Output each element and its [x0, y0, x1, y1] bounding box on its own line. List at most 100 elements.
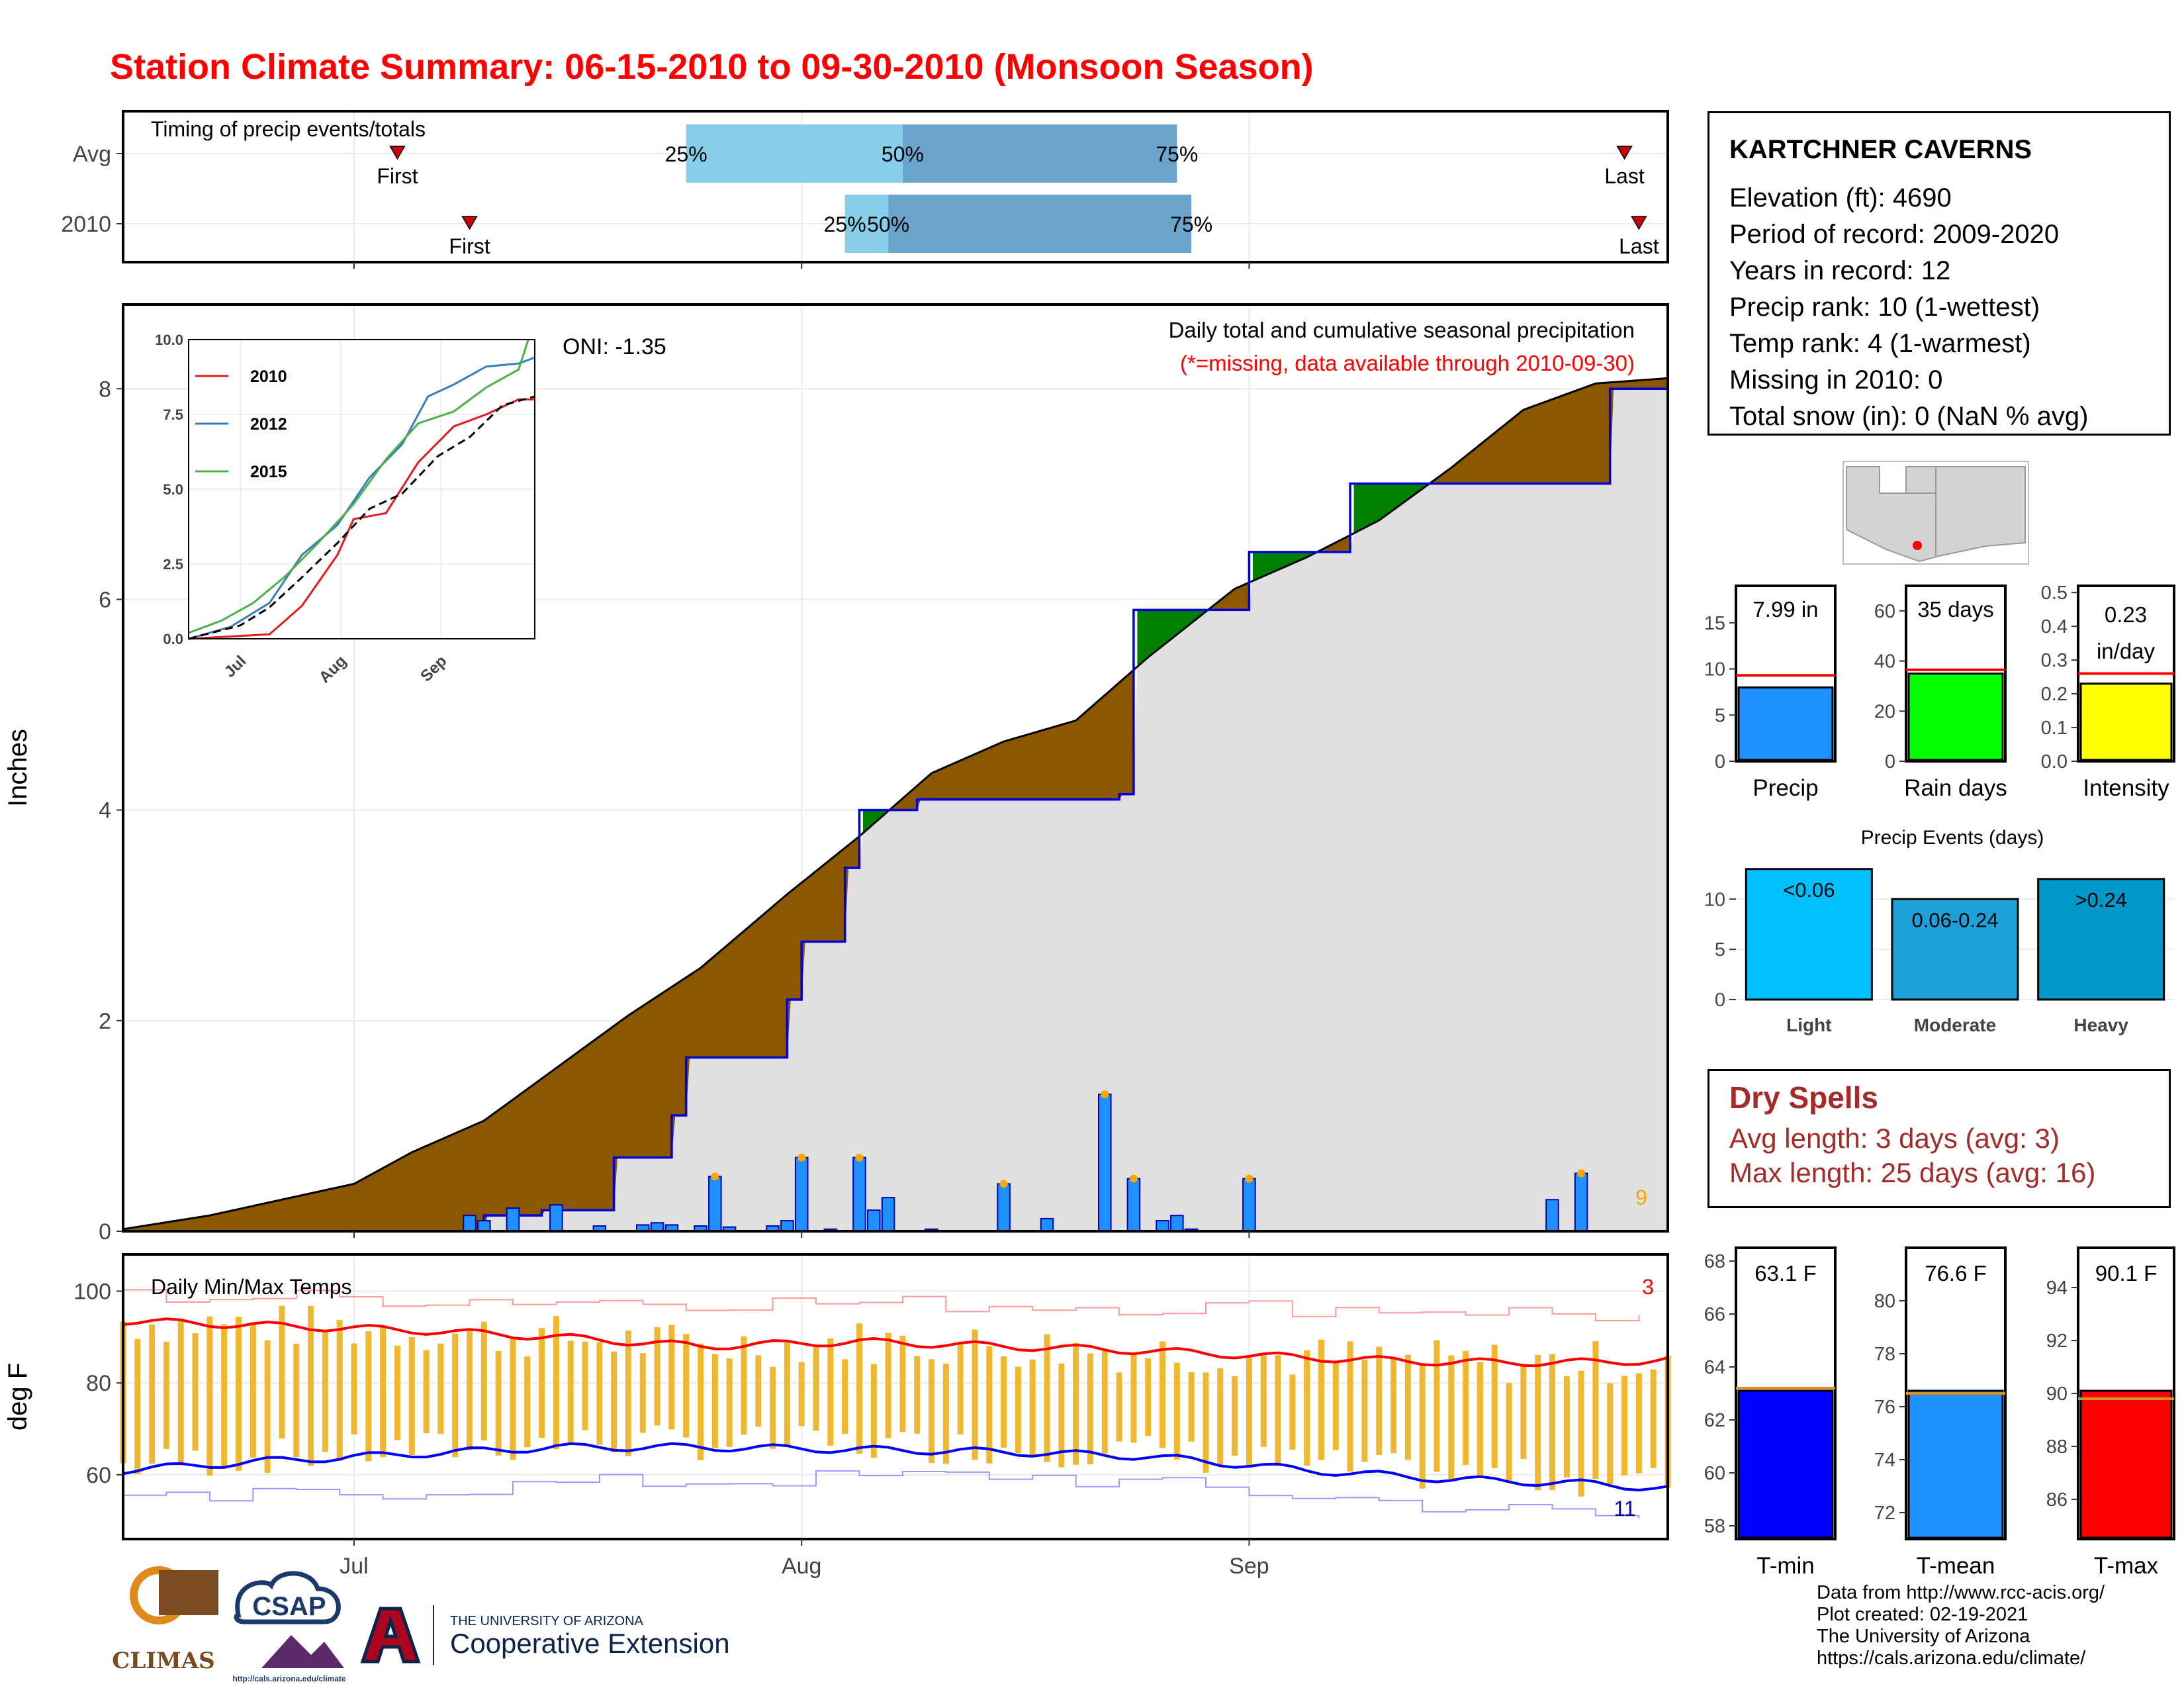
temp-daily-range-bar: [394, 1345, 400, 1440]
temp-daily-range-bar: [784, 1339, 790, 1446]
daily-precip-bar: [1170, 1215, 1184, 1232]
temp-daily-range-bar: [1404, 1354, 1411, 1460]
temp-daily-range-bar: [1145, 1358, 1152, 1436]
footer-plot-created: Plot created: 02-19-2021: [1817, 1604, 2028, 1625]
tmin-summary-ytick-label: 62: [1704, 1410, 1725, 1431]
temp-daily-range-bar: [1621, 1376, 1628, 1476]
map-station-marker: [1913, 541, 1922, 550]
temp-daily-range-bar: [1578, 1370, 1584, 1497]
temp-daily-range-bar: [1289, 1374, 1296, 1450]
raindays-summary-ytick-label: 40: [1874, 651, 1895, 673]
temp-daily-range-bar: [1491, 1344, 1498, 1468]
inset-ytick-label: 5.0: [163, 481, 183, 498]
tmin-summary-ytick-label: 60: [1704, 1463, 1725, 1484]
intensity-summary-panel: 0.0 0.1 0.2 0.3 0.4 0.5 Intensity 0.23 in/day: [2041, 583, 2175, 801]
csap-cloud-icon: [234, 1571, 341, 1624]
temp-daily-range-bar: [1203, 1372, 1209, 1473]
timing-bar-25-50: [686, 124, 903, 183]
station-period: Period of record: 2009-2020: [1729, 220, 2060, 249]
temp-daily-range-bar: [553, 1316, 559, 1450]
daily-record-marker: [855, 1153, 864, 1162]
temp-daily-range-bar: [1217, 1368, 1224, 1466]
temp-daily-range-bar: [870, 1364, 877, 1458]
dry-spells-title: Dry Spells: [1729, 1080, 1878, 1115]
daily-precip-bar: [477, 1220, 491, 1233]
intensity-summary-ytick-label: 0.5: [2041, 583, 2068, 604]
precip-events-bar-label: <0.06: [1783, 878, 1835, 902]
daily-precip-bar: [1574, 1172, 1588, 1232]
temp-ylabel: deg F: [3, 1363, 32, 1430]
temp-daily-range-bar: [770, 1366, 776, 1449]
precip-summary-ytick-label: 5: [1715, 705, 1725, 726]
temp-record-line: [123, 1289, 1640, 1321]
inset-series-line: [188, 395, 535, 640]
temp-daily-range-bar: [1463, 1350, 1469, 1465]
cumulative-2010-line: [123, 387, 1668, 1233]
tmin-summary-xlabel: T-min: [1756, 1553, 1815, 1579]
timing-q50-label: 50%: [882, 142, 924, 166]
main-ytick-label: 8: [99, 377, 111, 402]
ua-logo-big-text: Cooperative Extension: [450, 1628, 730, 1659]
temp-daily-range-bar: [1563, 1376, 1570, 1477]
temp-daily-range-bar: [1361, 1359, 1368, 1462]
intensity-summary-ytick-label: 0.2: [2041, 684, 2068, 705]
temp-daily-range-bar: [1448, 1355, 1455, 1479]
temp-daily-range-bar: [1160, 1341, 1166, 1448]
raindays-summary-xlabel: Rain days: [1904, 775, 2007, 801]
temp-ytick-label: 100: [73, 1279, 111, 1304]
dry-spells-avg: Avg length: 3 days (avg: 3): [1729, 1123, 2060, 1154]
precip-events-bar-label: 0.06-0.24: [1912, 908, 1999, 931]
temp-daily-range-bar: [134, 1338, 141, 1474]
tmax-summary-ytick-label: 86: [2046, 1489, 2068, 1511]
temp-daily-range-bar: [813, 1344, 819, 1431]
precip-summary-ytick-label: 0: [1715, 751, 1725, 773]
temp-daily-range-bar: [1433, 1340, 1440, 1472]
temp-daily-range-bar: [683, 1334, 690, 1438]
daily-record-marker: [797, 1153, 806, 1162]
raindays-summary-panel: 0 20 40 60 Rain days 35 days: [1874, 585, 2007, 801]
tmean-summary-ytick-label: 78: [1874, 1344, 1895, 1365]
daily-precip-bar: [463, 1215, 477, 1232]
timing-bar-25-50: [844, 195, 889, 253]
temp-daily-range-bar: [1101, 1350, 1108, 1454]
main-ytick-label: 2: [99, 1009, 111, 1034]
temp-daily-range-bar: [1607, 1383, 1614, 1485]
temp-daily-range-bar: [163, 1341, 169, 1449]
timing-q50-label: 50%: [867, 212, 909, 236]
intensity-summary-ytick-label: 0.3: [2041, 650, 2068, 671]
tmean-summary-ytick-label: 76: [1874, 1397, 1895, 1418]
footer-url: https://cals.arizona.edu/climate/: [1817, 1648, 2086, 1669]
tmax-summary-panel: 86 88 90 92 94 T-max 90.1 F: [2046, 1246, 2175, 1579]
temp-ytick-label: 60: [86, 1463, 111, 1488]
temp-daily-range-bar: [408, 1336, 415, 1456]
precip-summary-ytick-label: 15: [1704, 613, 1725, 634]
temp-daily-range-bar: [452, 1333, 459, 1458]
temp-daily-range-bar: [467, 1328, 473, 1451]
temp-xtick-label: Sep: [1229, 1554, 1269, 1579]
raindays-summary-value: 35 days: [1917, 597, 1994, 622]
tmin-summary-ytick-label: 66: [1704, 1304, 1725, 1325]
timing-border: [122, 110, 1669, 263]
daily-precip-bar: [708, 1176, 722, 1232]
temp-average-line: [122, 1442, 1668, 1492]
temp-daily-range-bar: [1347, 1341, 1353, 1472]
temp-daily-range-bar: [1029, 1359, 1036, 1456]
page-title: Station Climate Summary: 06-15-2010 to 0…: [110, 47, 1314, 87]
tmax-summary-ytick-label: 94: [2046, 1278, 2068, 1299]
ua-logo-icon: [360, 1607, 421, 1664]
raindays-summary-ytick-label: 60: [1874, 601, 1895, 622]
temp-daily-range-bar: [1260, 1354, 1267, 1447]
temp-daily-range-bar: [611, 1351, 617, 1452]
precip-events-title: Precip Events (days): [1861, 827, 2044, 849]
temp-daily-range-bar: [1376, 1346, 1383, 1455]
station-missing: Missing in 2010: 0: [1729, 365, 1943, 395]
precip-summary-panel: 0 5 10 15 Precip 7.99 in: [1704, 585, 1837, 801]
temp-daily-range-bar: [1304, 1350, 1310, 1466]
raindays-summary-ytick-label: 20: [1874, 701, 1895, 722]
daily-precip-bar: [1545, 1199, 1559, 1232]
daily-precip-bar: [852, 1156, 866, 1232]
station-temp-rank: Temp rank: 4 (1-warmest): [1729, 329, 2031, 358]
precip-events-xlabel: Heavy: [2073, 1015, 2128, 1035]
main-subtitle: Daily total and cumulative seasonal prec…: [1169, 318, 1635, 342]
temp-daily-range-bar: [1130, 1352, 1137, 1443]
